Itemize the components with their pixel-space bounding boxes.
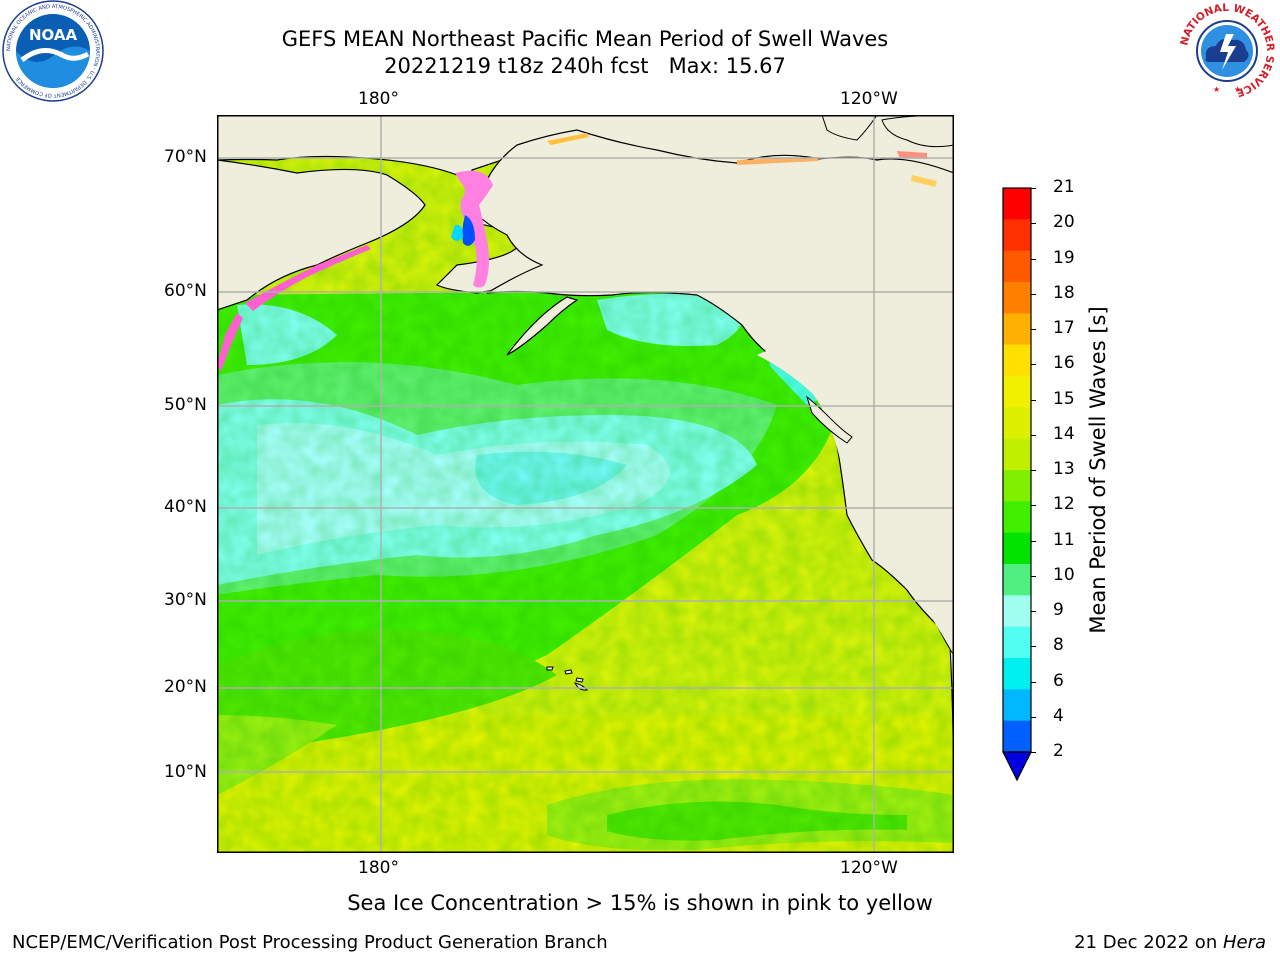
colorbar-segment [1003, 532, 1031, 565]
noaa-logo: NATIONAL OCEANIC AND ATMOSPHERIC ADMINIS… [2, 0, 104, 102]
footer-branch: NCEP/EMC/Verification Post Processing Pr… [12, 932, 608, 953]
colorbar-tick-label: 14 [1053, 423, 1075, 444]
chart-title: GEFS MEAN Northeast Pacific Mean Period … [281, 27, 889, 51]
colorbar-tick-mark [1031, 223, 1036, 225]
colorbar-segment [1003, 376, 1031, 408]
lat-label-60n: 60°N [164, 281, 207, 301]
colorbar-extension [1002, 751, 1032, 782]
footer-date: 21 Dec 2022 on Hera [1074, 932, 1266, 953]
colorbar-tick-label: 17 [1053, 318, 1075, 338]
colorbar-tick-label: 18 [1053, 282, 1075, 303]
colorbar-tick-mark [1031, 258, 1036, 260]
colorbar-tick-label: 21 [1053, 177, 1075, 197]
colorbar-tick-mark [1031, 646, 1036, 648]
colorbar-tick-label: 10 [1053, 564, 1075, 585]
colorbar-tick-label: 20 [1053, 212, 1075, 233]
colorbar-tick-mark [1031, 470, 1036, 471]
colorbar-tick-mark [1031, 364, 1036, 366]
colorbar-tick-mark [1031, 293, 1036, 295]
colorbar-tick-label: 8 [1053, 635, 1064, 656]
colorbar-segment [1003, 658, 1031, 690]
colorbar-segment [1003, 470, 1031, 502]
svg-text:★: ★ [1234, 85, 1241, 94]
colorbar-tick-mark [1031, 505, 1036, 507]
colorbar-segment [1003, 407, 1031, 440]
colorbar-segment [1003, 219, 1031, 252]
colorbar-tick-mark [1031, 329, 1036, 330]
lat-label-70n: 70°N [164, 147, 207, 167]
colorbar-segment [1003, 282, 1031, 314]
lon-label-top-180: 180° [358, 89, 399, 109]
colorbar-segment [1003, 501, 1031, 534]
colorbar-tick-label: 11 [1053, 529, 1075, 550]
colorbar-segment [1003, 720, 1031, 753]
lat-label-40n: 40°N [164, 497, 207, 517]
colorbar-tick-label: 16 [1053, 353, 1075, 374]
colorbar-segment [1003, 188, 1031, 220]
sea-ice-note: Sea Ice Concentration > 15% is shown in … [347, 891, 933, 915]
colorbar-segment [1003, 313, 1031, 346]
noaa-logo-text: NOAA [29, 26, 78, 44]
colorbar-tick-mark [1031, 188, 1036, 189]
colorbar-tick-label: 12 [1053, 494, 1075, 515]
colorbar [1000, 185, 1040, 785]
land-siberia [217, 159, 426, 311]
colorbar-tick-mark [1031, 540, 1036, 542]
colorbar-tick-mark [1031, 434, 1036, 436]
lon-label-bottom-120w: 120°W [840, 858, 898, 878]
colorbar-segment [1003, 438, 1031, 471]
lon-label-top-120w: 120°W [840, 89, 898, 109]
lat-label-10n: 10°N [164, 762, 207, 782]
colorbar-segment [1003, 564, 1031, 596]
colorbar-tick-label: 9 [1053, 600, 1064, 620]
colorbar-tick-mark [1031, 716, 1036, 718]
lat-label-30n: 30°N [164, 590, 207, 610]
swell-period-map [217, 115, 954, 853]
colorbar-segment [1003, 626, 1031, 659]
colorbar-segment [1003, 250, 1031, 283]
colorbar-segment [1003, 344, 1031, 377]
colorbar-tick-label: 15 [1053, 388, 1075, 409]
svg-text:★: ★ [1213, 85, 1220, 94]
colorbar-tick-mark [1031, 681, 1036, 683]
colorbar-tick-mark [1031, 575, 1036, 577]
lat-label-50n: 50°N [164, 395, 207, 415]
colorbar-tick-mark [1031, 399, 1036, 401]
lon-label-bottom-180: 180° [358, 858, 399, 878]
colorbar-tick-label: 2 [1053, 741, 1064, 761]
colorbar-tick-mark [1031, 611, 1036, 612]
colorbar-ticks: 21 20 19 18 17 16 15 14 13 12 11 10 9 8 6 4 2 [1031, 0, 1080, 960]
colorbar-tick-label: 19 [1053, 247, 1075, 268]
lat-label-20n: 20°N [164, 677, 207, 697]
colorbar-tick-mark [1031, 752, 1036, 753]
colorbar-tick-label: 6 [1053, 670, 1064, 691]
colorbar-segment [1003, 689, 1031, 722]
colorbar-segment [1003, 595, 1031, 628]
colorbar-tick-label: 4 [1053, 705, 1064, 726]
graticule [217, 115, 954, 853]
colorbar-tick-label: 13 [1053, 459, 1075, 479]
chart-subtitle: 20221219 t18z 240h fcst Max: 15.67 [384, 54, 786, 78]
nws-logo: NATIONAL WEATHER SERVICE ★ ★ [1176, 0, 1278, 102]
